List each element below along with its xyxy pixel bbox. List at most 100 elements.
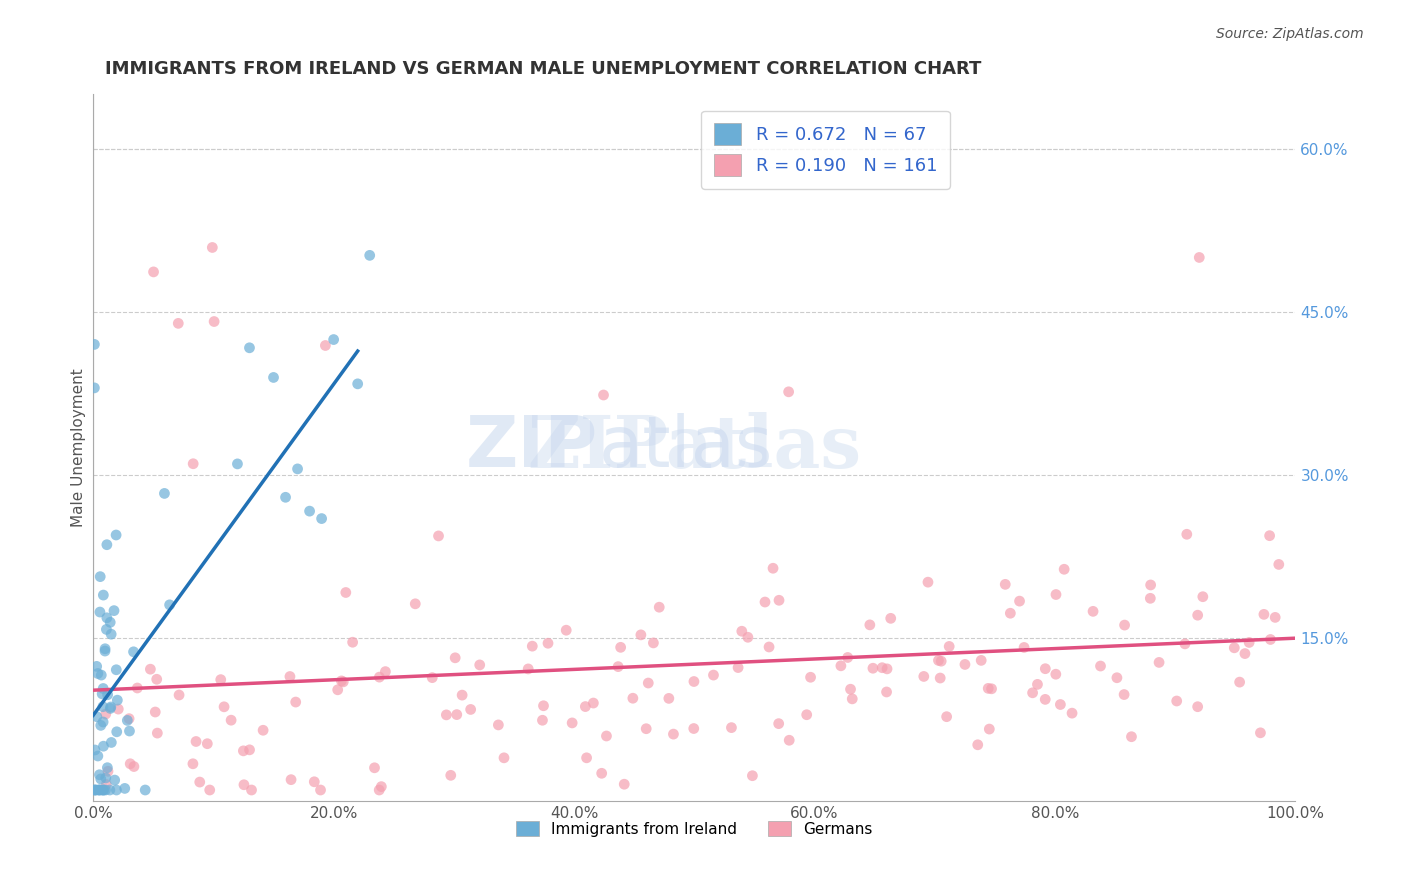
Point xyxy=(727,660,749,674)
Point xyxy=(309,783,332,797)
Point xyxy=(486,718,509,732)
Text: ZIPatlas: ZIPatlas xyxy=(527,412,862,483)
Point xyxy=(1253,607,1275,622)
Point xyxy=(93,588,115,602)
Point xyxy=(91,714,114,729)
Point xyxy=(595,729,617,743)
Point xyxy=(96,623,118,637)
Point xyxy=(613,777,636,791)
Point xyxy=(91,699,114,714)
Point xyxy=(93,739,115,754)
Point xyxy=(1114,618,1136,632)
Point xyxy=(122,759,145,773)
Point xyxy=(93,783,115,797)
Point xyxy=(1060,706,1083,720)
Point xyxy=(953,657,976,672)
Point xyxy=(912,669,935,683)
Point xyxy=(938,640,960,654)
Point xyxy=(731,624,754,639)
Point xyxy=(1021,686,1043,700)
Text: IMMIGRANTS FROM IRELAND VS GERMAN MALE UNEMPLOYMENT CORRELATION CHART: IMMIGRANTS FROM IRELAND VS GERMAN MALE U… xyxy=(105,60,981,78)
Point xyxy=(219,713,242,727)
Point xyxy=(263,370,285,384)
Point xyxy=(1147,656,1170,670)
Point xyxy=(1033,692,1056,706)
Point xyxy=(105,528,128,542)
Point xyxy=(134,783,156,797)
Point xyxy=(145,673,167,687)
Point xyxy=(105,663,128,677)
Point xyxy=(96,538,118,552)
Point xyxy=(104,773,127,788)
Point xyxy=(198,783,221,797)
Point xyxy=(1187,608,1209,623)
Point xyxy=(98,701,121,715)
Point xyxy=(592,388,614,402)
Point xyxy=(1045,667,1067,681)
Point xyxy=(139,662,162,676)
Point xyxy=(1105,671,1128,685)
Point xyxy=(100,700,122,714)
Point xyxy=(876,685,898,699)
Point xyxy=(1260,632,1282,647)
Point xyxy=(1223,640,1246,655)
Y-axis label: Male Unemployment: Male Unemployment xyxy=(72,368,86,527)
Point xyxy=(929,654,952,668)
Text: Source: ZipAtlas.com: Source: ZipAtlas.com xyxy=(1216,27,1364,41)
Point xyxy=(84,783,107,797)
Point xyxy=(346,376,368,391)
Point xyxy=(682,722,704,736)
Point xyxy=(1188,251,1211,265)
Point xyxy=(127,681,149,695)
Point xyxy=(1233,647,1256,661)
Point xyxy=(298,504,321,518)
Point xyxy=(637,676,659,690)
Point xyxy=(870,661,893,675)
Point xyxy=(91,783,114,797)
Point xyxy=(342,635,364,649)
Point xyxy=(84,783,107,797)
Point xyxy=(517,662,540,676)
Point xyxy=(1191,590,1213,604)
Point xyxy=(314,338,336,352)
Point xyxy=(89,783,111,797)
Point xyxy=(159,598,181,612)
Point xyxy=(1175,527,1198,541)
Point xyxy=(1268,558,1291,572)
Point xyxy=(607,659,630,673)
Point xyxy=(446,707,468,722)
Point xyxy=(762,561,785,575)
Point xyxy=(232,744,254,758)
Point xyxy=(105,724,128,739)
Text: atlas: atlas xyxy=(598,413,772,483)
Point xyxy=(839,682,862,697)
Point xyxy=(662,727,685,741)
Point xyxy=(1114,688,1136,702)
Point xyxy=(460,702,482,716)
Point xyxy=(444,650,467,665)
Point xyxy=(1090,659,1112,673)
Point xyxy=(841,691,863,706)
Point xyxy=(862,661,884,675)
Point xyxy=(107,702,129,716)
Point xyxy=(91,687,114,701)
Point xyxy=(591,766,613,780)
Point xyxy=(621,691,644,706)
Point xyxy=(1249,726,1271,740)
Point xyxy=(83,381,105,395)
Point xyxy=(533,698,555,713)
Point xyxy=(1174,637,1197,651)
Point xyxy=(927,653,949,667)
Point xyxy=(91,681,114,696)
Point xyxy=(427,529,450,543)
Point xyxy=(278,669,301,683)
Point xyxy=(979,722,1001,736)
Point xyxy=(311,511,333,525)
Point xyxy=(114,781,136,796)
Point xyxy=(83,337,105,351)
Point xyxy=(702,668,724,682)
Point xyxy=(1008,594,1031,608)
Point xyxy=(167,317,190,331)
Point xyxy=(274,491,297,505)
Point xyxy=(87,783,110,797)
